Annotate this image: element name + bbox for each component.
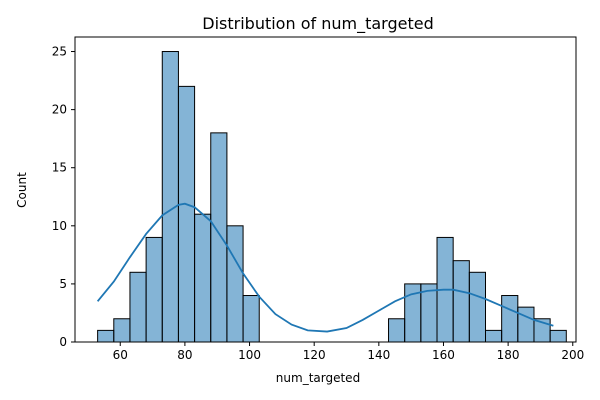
x-tick-label: 100 [238, 348, 261, 362]
y-tick-label: 20 [52, 103, 67, 117]
histogram-bar [145, 236, 163, 343]
histogram-bar [129, 271, 147, 343]
kde-curve [96, 202, 554, 333]
plot-frame [74, 36, 577, 343]
x-tick-label: 140 [367, 348, 390, 362]
y-tick-label: 15 [52, 161, 67, 175]
histogram-bar [113, 318, 131, 343]
chart-title: Distribution of num_targeted [202, 14, 433, 34]
x-tick-label: 180 [497, 348, 520, 362]
x-axis-ticks: 60 80 100 120 140 160 180 200 [113, 342, 584, 362]
y-axis-label: Count [15, 172, 29, 208]
histogram-bar [468, 271, 486, 343]
histogram-bar [161, 51, 179, 343]
x-tick-label: 200 [561, 348, 584, 362]
x-tick-label: 120 [303, 348, 326, 362]
x-axis-label: num_targeted [276, 371, 360, 385]
histogram-bar [226, 225, 244, 343]
y-tick-label: 25 [52, 45, 67, 59]
y-tick-label: 5 [59, 277, 67, 291]
histogram-bar [452, 260, 470, 343]
histogram-bar [485, 329, 503, 343]
histogram-bar [388, 318, 406, 343]
y-axis-ticks: 0 5 10 15 20 25 [52, 45, 75, 349]
histogram-bar [549, 329, 567, 343]
histogram-bar [97, 329, 115, 343]
bars-group [97, 51, 567, 343]
x-tick-label: 60 [113, 348, 128, 362]
y-tick-label: 10 [52, 219, 67, 233]
histogram-bar [194, 213, 212, 343]
x-tick-label: 80 [177, 348, 192, 362]
histogram-bar [177, 85, 196, 343]
histogram-bar [517, 306, 535, 343]
histogram-bar [501, 295, 519, 343]
histogram-bar [210, 132, 228, 343]
x-tick-label: 160 [432, 348, 455, 362]
y-tick-label: 0 [59, 335, 67, 349]
histogram-bar [242, 295, 260, 343]
